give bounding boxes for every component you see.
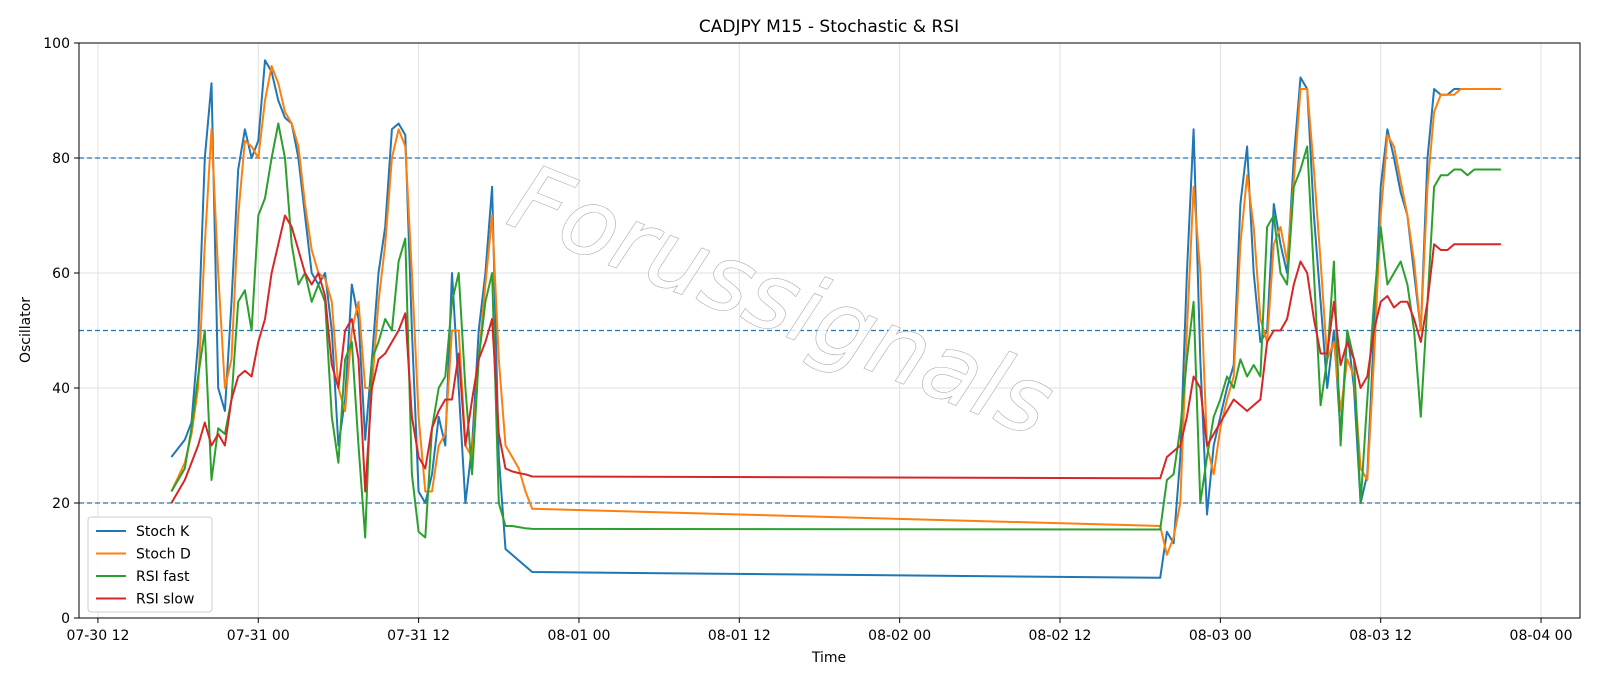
legend: Stoch K Stoch D RSI fast RSI slow <box>87 516 213 613</box>
x-tick-label: 07-31 12 <box>387 628 450 644</box>
x-axis-title: Time <box>811 650 846 666</box>
chart-title: CADJPY M15 - Stochastic & RSI <box>699 17 959 37</box>
legend-label: Stoch D <box>136 547 191 563</box>
y-tick-label: 0 <box>61 611 70 627</box>
series-line-rsi-fast <box>170 122 1501 539</box>
legend-label: RSI fast <box>136 569 190 585</box>
x-tick-label: 08-03 00 <box>1189 628 1252 644</box>
x-tick-label: 08-01 12 <box>708 628 771 644</box>
x-tick-label: 07-30 12 <box>66 628 129 644</box>
legend-box <box>87 516 213 613</box>
x-tick-label: 08-01 00 <box>547 628 610 644</box>
x-tick-label: 08-03 12 <box>1349 628 1412 644</box>
x-tick-label: 08-02 00 <box>868 628 931 644</box>
legend-label: RSI slow <box>136 592 194 608</box>
legend-items: Stoch K Stoch D RSI fast RSI slow <box>96 524 194 608</box>
x-tick-label: 07-31 00 <box>227 628 290 644</box>
plot-frame <box>78 42 1581 619</box>
x-tick-label: 08-02 12 <box>1029 628 1092 644</box>
y-tick-label: 100 <box>43 36 70 52</box>
y-axis-title: Oscillator <box>18 297 34 363</box>
y-tick-label: 20 <box>52 496 70 512</box>
series-line-stoch-d <box>170 65 1501 556</box>
series-layer <box>170 59 1501 579</box>
series-line-rsi-slow <box>170 214 1501 504</box>
tick-layer: 0 20 40 60 80 100 07-30 12 07-31 00 07-31 12 08-0… <box>43 36 1572 644</box>
legend-label: Stoch K <box>136 524 190 540</box>
watermark-text: Forussignals <box>496 144 1068 458</box>
x-tick-label: 08-04 00 <box>1510 628 1573 644</box>
y-tick-label: 60 <box>52 266 70 282</box>
series-line-stoch-k <box>170 59 1501 579</box>
y-tick-label: 80 <box>52 151 70 167</box>
y-tick-label: 40 <box>52 381 70 397</box>
